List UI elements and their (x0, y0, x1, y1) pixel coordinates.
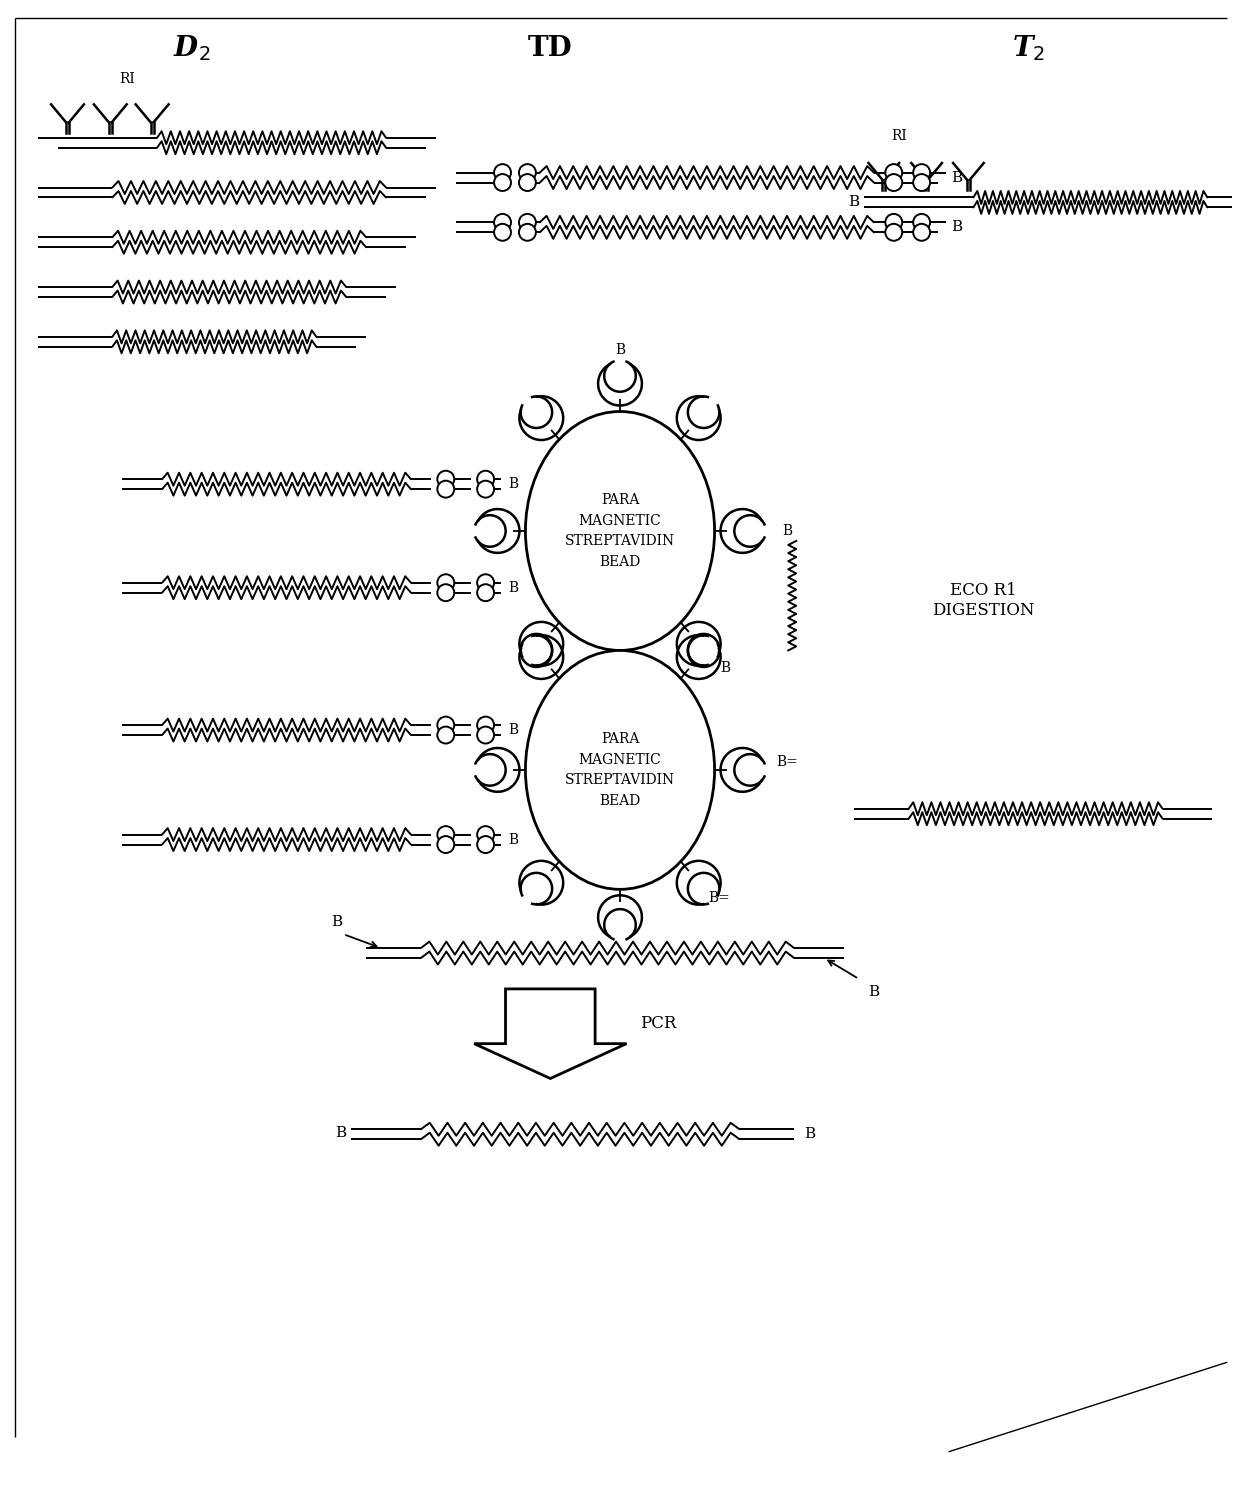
Text: B: B (508, 581, 518, 595)
Circle shape (494, 164, 511, 182)
Circle shape (885, 174, 903, 191)
Text: B: B (805, 1128, 815, 1141)
Circle shape (438, 584, 454, 600)
Text: B: B (868, 985, 879, 998)
Circle shape (520, 174, 536, 191)
Circle shape (477, 584, 494, 600)
Text: B: B (782, 524, 792, 538)
Text: PARA
MAGNETIC
STREPTAVIDIN
BEAD: PARA MAGNETIC STREPTAVIDIN BEAD (565, 732, 675, 808)
Polygon shape (474, 989, 626, 1079)
Circle shape (494, 174, 511, 191)
Circle shape (520, 215, 536, 231)
Text: B: B (951, 170, 962, 185)
Text: B: B (720, 662, 730, 675)
Circle shape (438, 481, 454, 498)
Circle shape (494, 215, 511, 231)
Text: T$_2$: T$_2$ (1012, 33, 1045, 63)
Text: ECO R1
DIGESTION: ECO R1 DIGESTION (932, 583, 1034, 618)
Circle shape (913, 224, 930, 241)
Circle shape (477, 727, 494, 744)
Circle shape (913, 215, 930, 231)
Circle shape (477, 471, 494, 487)
Text: RI: RI (119, 72, 135, 86)
Circle shape (438, 836, 454, 852)
Text: PARA
MAGNETIC
STREPTAVIDIN
BEAD: PARA MAGNETIC STREPTAVIDIN BEAD (565, 493, 675, 569)
Text: B: B (951, 221, 962, 234)
Circle shape (477, 825, 494, 843)
Circle shape (438, 574, 454, 592)
Circle shape (477, 481, 494, 498)
Text: B: B (331, 915, 342, 930)
Text: B=: B= (776, 755, 799, 769)
Circle shape (885, 224, 903, 241)
Circle shape (913, 174, 930, 191)
Ellipse shape (526, 651, 714, 890)
Text: B: B (848, 195, 859, 210)
Text: D$_2$: D$_2$ (174, 33, 211, 63)
Circle shape (494, 224, 511, 241)
Text: RI: RI (890, 128, 906, 143)
Circle shape (885, 215, 903, 231)
Circle shape (913, 164, 930, 182)
Text: B: B (508, 723, 518, 738)
Text: PCR: PCR (640, 1015, 676, 1033)
Circle shape (885, 164, 903, 182)
Circle shape (477, 836, 494, 852)
Text: B=: B= (709, 891, 730, 904)
Text: TD: TD (528, 34, 573, 61)
Text: B: B (615, 343, 625, 356)
Circle shape (438, 717, 454, 733)
Circle shape (477, 717, 494, 733)
Circle shape (520, 164, 536, 182)
Text: B: B (508, 477, 518, 492)
Circle shape (438, 825, 454, 843)
Circle shape (438, 471, 454, 487)
Circle shape (438, 727, 454, 744)
Circle shape (520, 224, 536, 241)
Circle shape (477, 574, 494, 592)
Text: B: B (508, 833, 518, 846)
Text: B: B (335, 1126, 346, 1140)
Ellipse shape (526, 411, 714, 651)
